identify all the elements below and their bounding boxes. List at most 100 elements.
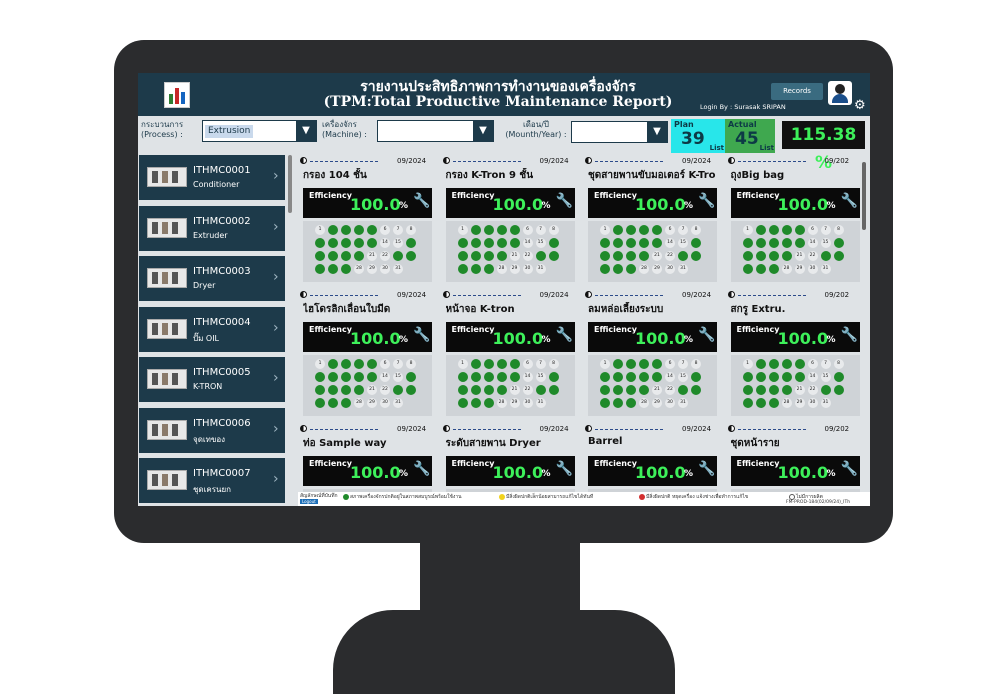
efficiency-label: Efficiency [451, 459, 495, 468]
calendar-day [613, 225, 623, 235]
machine-dropdown[interactable]: ▼ [377, 120, 494, 142]
calendar-day [354, 359, 364, 369]
checklist-card[interactable]: 09/2024 ลมหล่อเลี้ยงระบบ Efficiency 100.0% 🔧… [583, 288, 717, 418]
user-avatar[interactable] [828, 81, 852, 105]
checklist-card[interactable]: 09/2024 กรอง 104 ชั้น Efficiency 100.0% 🔧 1 6 7… [298, 154, 432, 284]
wrench-icon[interactable]: 🔧 [840, 461, 858, 477]
calendar-day [315, 264, 325, 274]
divider [310, 295, 378, 296]
sidebar-item-ithmc0006[interactable]: ITHMC0006 จุดเทของ › [139, 407, 285, 453]
card-header: 09/2024 [442, 157, 574, 166]
calendar-day [600, 264, 610, 274]
calendar-day [833, 372, 844, 382]
calendar-day [652, 238, 662, 248]
calendar-day [470, 398, 481, 408]
calendar-day [341, 385, 351, 395]
checklist-card[interactable]: 09/2024 หน้าจอ K-tron Efficiency 100.0% 🔧 1 6 7… [441, 288, 575, 418]
scrollbar[interactable] [288, 155, 292, 213]
calendar-day [341, 398, 351, 408]
sidebar-item-ithmc0007[interactable]: ITHMC0007 ชุดเครนยก › [139, 458, 285, 503]
calendar-day: 8 [691, 225, 701, 235]
checklist-card[interactable]: 09/202 ถุงBig bag Efficiency 100.0% 🔧 1 6 7 8 14 1… [726, 154, 860, 284]
records-button[interactable]: Records [771, 83, 823, 100]
status-legend: สัญลักษณ์ที่บันทึก Logout สภาพเครื่องจัก… [298, 492, 870, 506]
card-title: ลมหล่อเลี้ยงระบบ [588, 304, 664, 315]
calendar-day [470, 225, 481, 235]
scrollbar[interactable] [862, 162, 866, 230]
calendar-day: 30 [807, 398, 818, 408]
sidebar-item-ithmc0001[interactable]: ITHMC0001 Conditioner › [139, 155, 285, 200]
card-date: 09/2024 [539, 425, 569, 433]
wrench-icon[interactable]: 🔧 [413, 193, 431, 209]
sidebar-item-ithmc0002[interactable]: ITHMC0002 Extruder › [139, 205, 285, 251]
calendar-day: 31 [535, 264, 546, 274]
half-circle-icon [442, 291, 450, 298]
chevron-down-icon[interactable]: ▼ [647, 122, 667, 142]
legend-none: ไม่มีการผลิต [796, 494, 823, 500]
wrench-icon[interactable]: 🔧 [698, 193, 716, 209]
card-title: ระดับสายพาน Dryer [445, 438, 541, 449]
wrench-icon[interactable]: 🔧 [698, 461, 716, 477]
calendar-day [548, 251, 559, 261]
calendar-day: 15 [678, 238, 688, 248]
card-title: หน้าจอ K-tron [445, 304, 515, 315]
calendar-day: 28 [781, 398, 792, 408]
chart-logo-icon [164, 82, 190, 108]
calendar-day: 8 [406, 225, 416, 235]
wrench-icon[interactable]: 🔧 [840, 193, 858, 209]
calendar-day [406, 238, 416, 248]
checklist-card[interactable]: 09/2024 ไฮโดรลิกเลื่อนใบมีด Efficiency 100.… [298, 288, 432, 418]
calendar-day [457, 264, 468, 274]
checklist-card[interactable]: 09/202 สกรู Extru. Efficiency 100.0% 🔧 1 6 7 8 14… [726, 288, 860, 418]
calendar-day [639, 385, 649, 395]
calendar-day: 7 [393, 359, 403, 369]
machine-list: ITHMC0001 Conditioner › ITHMC0002 Extruder › I… [138, 152, 296, 503]
machine-name: ปั๊ม OIL [193, 333, 220, 343]
wrench-icon[interactable]: 🔧 [840, 327, 858, 343]
machine-name: Extruder [193, 230, 228, 240]
wrench-icon[interactable]: 🔧 [413, 327, 431, 343]
wrench-icon[interactable]: 🔧 [413, 461, 431, 477]
wrench-icon[interactable]: 🔧 [698, 327, 716, 343]
chevron-down-icon[interactable]: ▼ [296, 121, 316, 141]
process-dropdown[interactable]: Extrusion ▼ [202, 120, 317, 142]
month-dropdown[interactable]: ▼ [571, 121, 668, 143]
efficiency-unit: % [826, 469, 836, 479]
calendar-day [315, 385, 325, 395]
efficiency-box: Efficiency 100.0% 🔧 [445, 456, 575, 486]
sidebar-item-ithmc0005[interactable]: ITHMC0005 K-TRON › [139, 357, 285, 402]
calendar-day [509, 359, 520, 369]
calendar-day [328, 225, 338, 235]
divider [737, 429, 806, 430]
card-date: 09/2024 [539, 157, 569, 165]
calendar-day [639, 251, 649, 261]
efficiency-unit: % [399, 201, 409, 211]
logout-button[interactable]: Logout [300, 499, 318, 504]
sidebar-item-ithmc0003[interactable]: ITHMC0003 Dryer › [139, 256, 285, 301]
calendar-day: 6 [665, 225, 675, 235]
chevron-down-icon[interactable]: ▼ [473, 121, 493, 141]
wrench-icon[interactable]: 🔧 [555, 461, 573, 477]
calendar-day [354, 251, 364, 261]
calendar-day: 28 [496, 398, 507, 408]
machine-code: ITHMC0003 [193, 266, 251, 277]
gear-icon[interactable]: ⚙ [854, 98, 866, 113]
sidebar-item-ithmc0004[interactable]: ITHMC0004 ปั๊ม OIL › [139, 306, 285, 352]
plan-kpi: Plan 39 List [671, 119, 725, 153]
wrench-icon[interactable]: 🔧 [555, 193, 573, 209]
calendar-day [626, 238, 636, 248]
calendar-day [483, 398, 494, 408]
wrench-icon[interactable]: 🔧 [555, 327, 573, 343]
calendar-day [600, 385, 610, 395]
checklist-card[interactable]: 09/2024 ชุดสายพานขับมอเตอร์ K-Tron Efficie… [583, 154, 717, 284]
calendar-day [742, 385, 753, 395]
calendar-day [470, 238, 481, 248]
calendar-day [613, 238, 623, 248]
card-header: 09/202 [727, 291, 859, 300]
calendar-day: 8 [406, 359, 416, 369]
checklist-card[interactable]: 09/2024 กรอง K-Tron 9 ชั้น Efficiency 100.0… [441, 154, 575, 284]
calendar-day [781, 385, 792, 395]
app-header: รายงานประสิทธิภาพการทำงานของเครื่องจักร … [138, 73, 870, 116]
card-header: 09/2024 [300, 157, 431, 166]
